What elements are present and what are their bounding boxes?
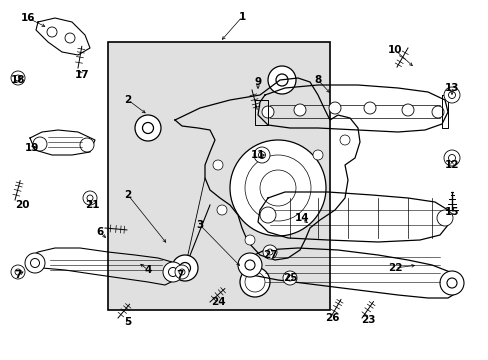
Circle shape [339,135,349,145]
Text: 18: 18 [11,75,25,85]
Circle shape [240,267,269,297]
Circle shape [446,278,456,288]
Circle shape [436,210,452,226]
Text: 2: 2 [124,95,131,105]
Circle shape [244,260,254,270]
Text: 24: 24 [210,297,225,307]
Text: 6: 6 [96,227,103,237]
Text: 4: 4 [144,265,151,275]
Circle shape [253,147,269,163]
Circle shape [328,102,340,114]
Circle shape [266,249,272,255]
Text: 15: 15 [444,207,458,217]
Circle shape [229,140,325,236]
Circle shape [11,265,25,279]
Text: 12: 12 [444,160,458,170]
Bar [108,42,329,310]
Circle shape [238,253,262,277]
Circle shape [65,33,75,43]
Circle shape [47,27,57,37]
Text: 11: 11 [250,150,264,160]
Text: 9: 9 [254,77,261,87]
Circle shape [244,272,264,292]
Circle shape [217,205,226,215]
Text: 7: 7 [14,270,21,280]
Circle shape [247,275,262,289]
Text: 7: 7 [176,270,183,280]
Text: 3: 3 [196,220,203,230]
Text: 13: 13 [444,83,458,93]
Circle shape [262,106,273,118]
Circle shape [260,170,295,206]
Text: 2: 2 [124,190,131,200]
Circle shape [312,150,323,160]
Circle shape [83,191,97,205]
Text: 1: 1 [238,12,245,22]
Circle shape [175,265,189,279]
Circle shape [267,66,295,94]
Circle shape [443,150,459,166]
Circle shape [283,271,296,285]
Text: 26: 26 [324,313,339,323]
Text: 25: 25 [282,273,297,283]
Circle shape [431,106,443,118]
Circle shape [179,269,184,275]
Circle shape [15,75,21,81]
Text: 8: 8 [314,75,321,85]
Circle shape [447,91,454,99]
Circle shape [135,115,161,141]
Circle shape [213,160,223,170]
Circle shape [80,138,94,152]
Text: 10: 10 [387,45,402,55]
Circle shape [163,262,183,282]
Circle shape [15,269,21,275]
Circle shape [263,245,276,259]
Circle shape [33,137,47,151]
Circle shape [401,104,413,116]
Circle shape [363,102,375,114]
Circle shape [443,87,459,103]
Text: 20: 20 [15,200,29,210]
Circle shape [258,152,265,158]
Circle shape [142,122,153,134]
Text: 19: 19 [25,143,39,153]
Circle shape [439,271,463,295]
Text: 21: 21 [84,200,99,210]
Circle shape [293,104,305,116]
Circle shape [172,255,198,281]
Circle shape [11,71,25,85]
Text: 22: 22 [387,263,402,273]
Circle shape [286,275,292,281]
Text: 23: 23 [360,315,374,325]
Circle shape [30,258,40,267]
Circle shape [168,267,177,276]
Text: 5: 5 [124,317,131,327]
Circle shape [179,262,190,274]
Text: 14: 14 [294,213,309,223]
Circle shape [447,154,454,162]
Circle shape [244,155,310,221]
Circle shape [87,195,93,201]
Circle shape [275,74,287,86]
Circle shape [260,207,275,223]
Text: 27: 27 [262,250,277,260]
Circle shape [25,253,45,273]
Text: 16: 16 [20,13,35,23]
Text: 17: 17 [75,70,89,80]
Circle shape [244,235,254,245]
